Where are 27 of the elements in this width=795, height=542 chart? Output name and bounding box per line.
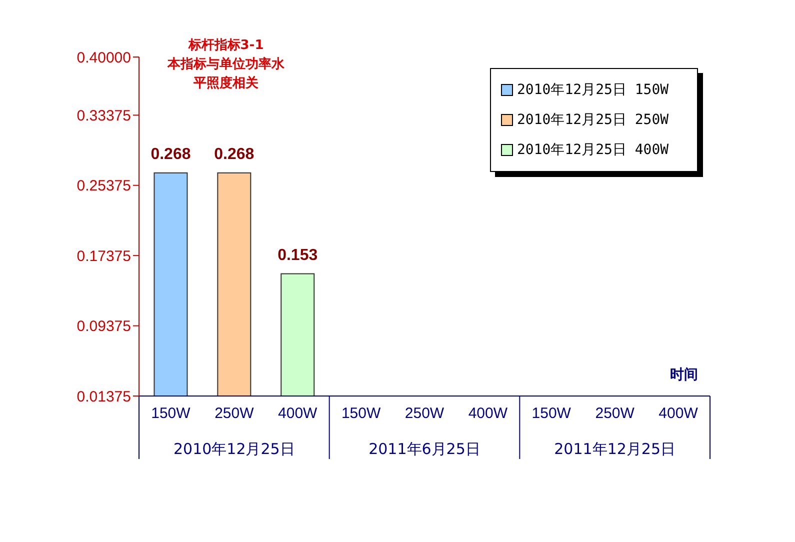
y-tick-label: 0.40000 bbox=[76, 49, 131, 66]
x-axis-title: 时间 bbox=[670, 366, 698, 384]
chart-title: 标杆指标3-1 bbox=[187, 37, 265, 55]
y-tick-label: 0.09375 bbox=[76, 318, 131, 336]
data-label: 0.268 bbox=[214, 146, 254, 163]
y-tick-label: 0.17375 bbox=[76, 248, 131, 265]
data-label: 0.153 bbox=[278, 246, 318, 264]
legend-label: 2010年12月25日 150W bbox=[517, 81, 669, 99]
x-tick-label: 250W bbox=[404, 405, 445, 422]
legend-label: 2010年12月25日 400W bbox=[517, 141, 669, 159]
x-tick-label: 250W bbox=[595, 405, 636, 422]
text: 2010年12月25日 bbox=[173, 440, 295, 458]
data-label: 0.268 bbox=[150, 146, 191, 163]
text: 2011年6月25日 bbox=[368, 440, 480, 458]
y-tick-label: 0.01375 bbox=[76, 388, 131, 406]
x-tick-label: 150W bbox=[151, 405, 192, 422]
x-tick-label: 400W bbox=[468, 405, 508, 422]
x-tick-label: 150W bbox=[341, 405, 382, 422]
x-tick-label: 150W bbox=[532, 405, 572, 422]
x-tick-label: 400W bbox=[658, 405, 699, 422]
x-tick-label: 250W bbox=[214, 405, 255, 422]
y-tick-label: 0.33375 bbox=[76, 107, 131, 124]
x-tick-label: 400W bbox=[278, 405, 318, 422]
legend-label: 2010年12月25日 250W bbox=[517, 111, 669, 129]
y-tick-label: 0.25375 bbox=[76, 178, 131, 195]
text: 2011年12月25日 bbox=[554, 440, 676, 458]
text: 本指标与单位功率水平照度相关 bbox=[166, 56, 286, 93]
